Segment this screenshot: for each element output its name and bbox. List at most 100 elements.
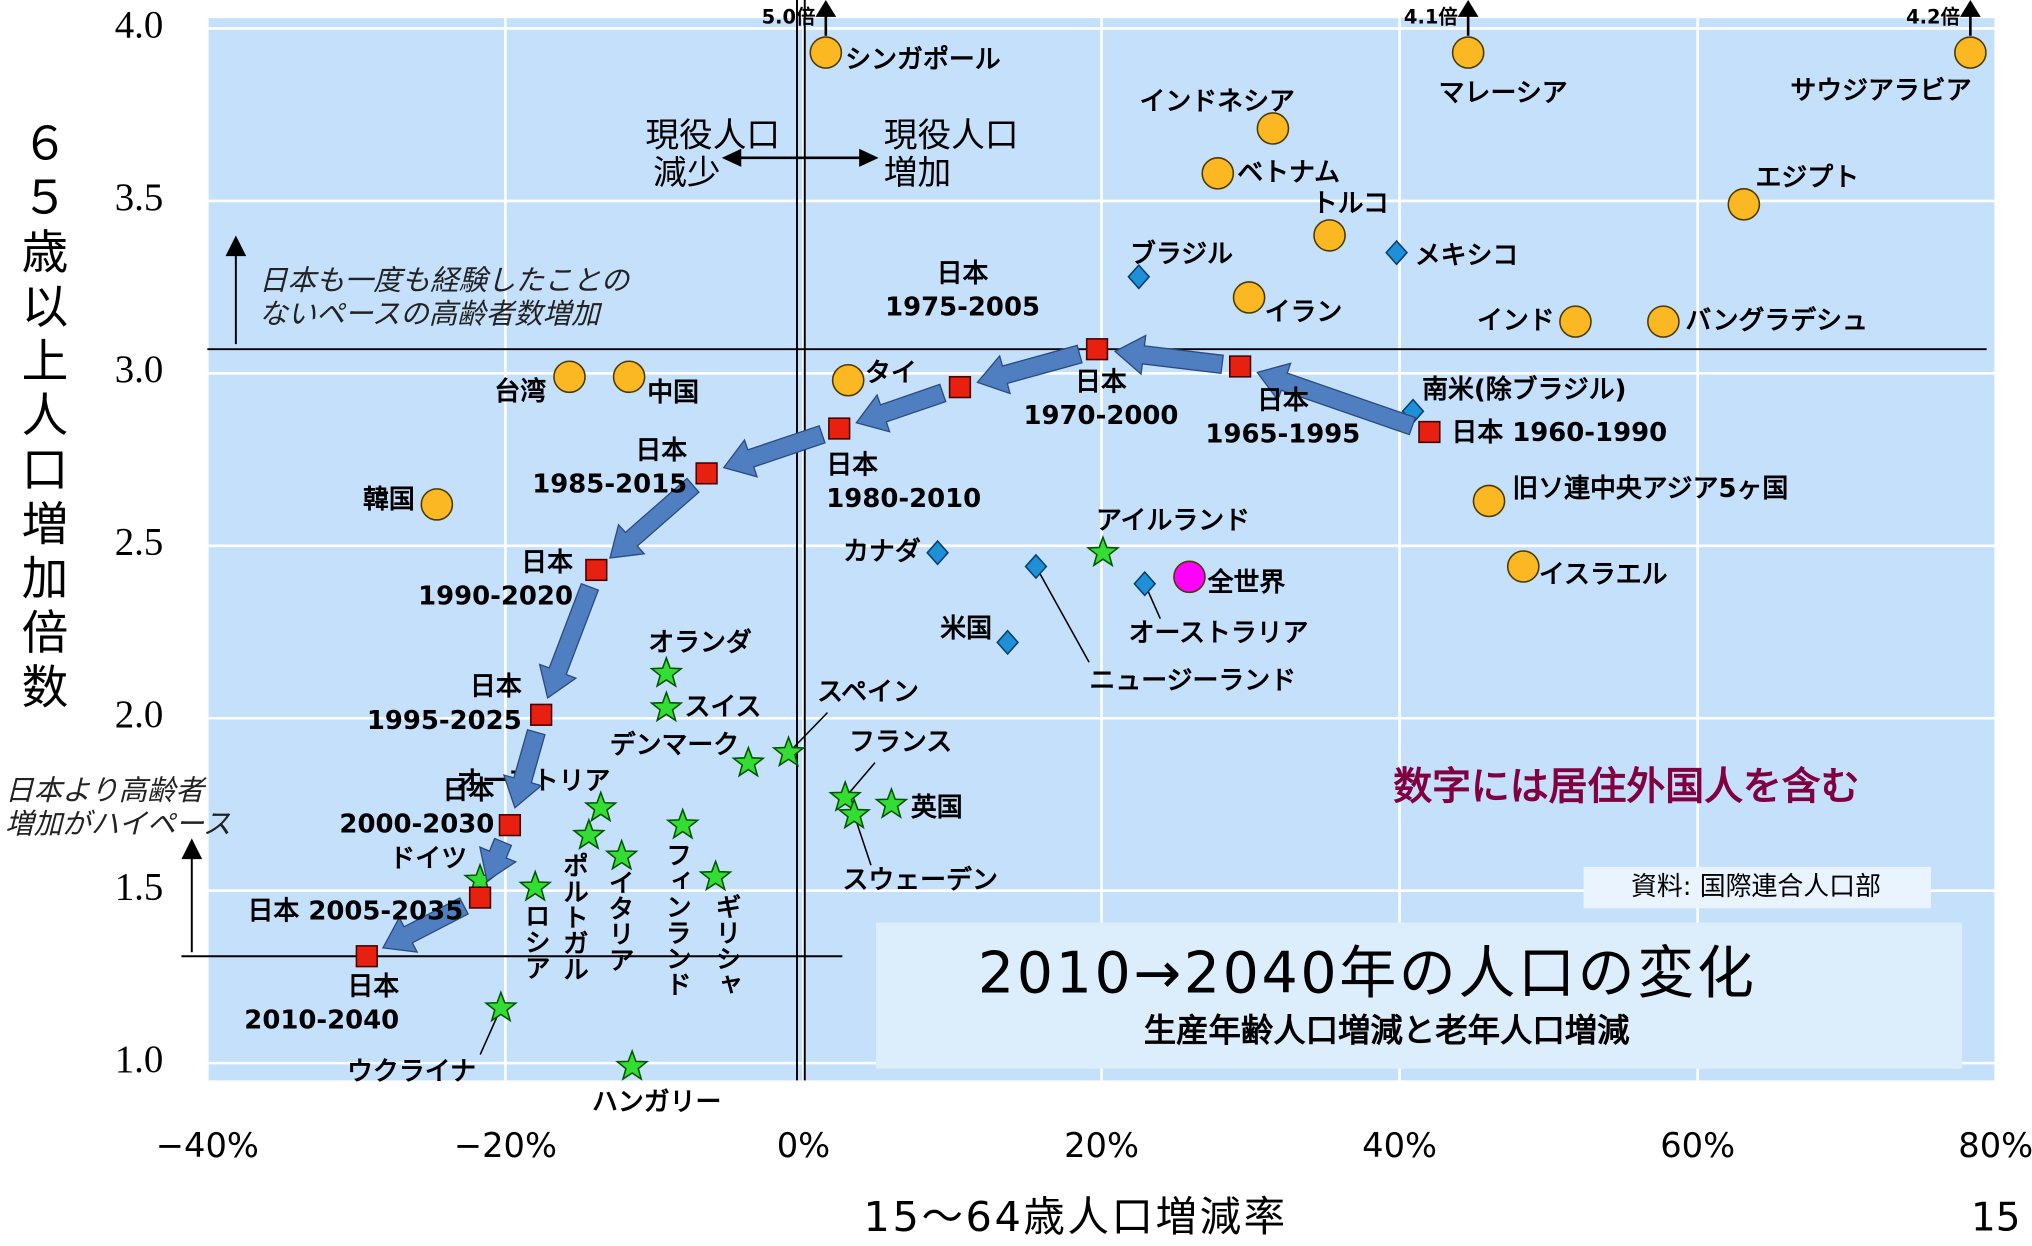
point-label: 1975-2005 [885,293,1040,323]
point-label: 日本 [347,972,399,1002]
page-number: 15 [1971,1196,2020,1241]
point-label: シンガポール [845,44,1000,75]
annotation: 現役人口 [645,116,780,155]
point [698,859,733,892]
point-label: オーストラリア [1129,619,1309,649]
off-scale-arrow-head [1457,0,1479,17]
point-label: サウジアラビア [1790,76,1971,106]
source: 資料: 国際連合人口部 [1631,872,1881,902]
trend-arrow [1256,362,1417,436]
point-label: 1985-2015 [532,470,687,500]
point [1232,281,1266,314]
point [1418,420,1441,444]
point [420,488,454,521]
y-tick-label: 1.5 [115,866,164,909]
arrow-head [859,148,879,167]
point-label: スウェーデン [842,864,997,895]
x-axis-label: 15～64歳人口増減率 [864,1193,1288,1241]
point [1954,36,1987,69]
point [1559,305,1592,338]
point-label: 全世界 [1207,567,1286,598]
point-label: インド [1477,306,1555,336]
arrow-head [225,235,247,257]
point [1201,157,1235,190]
annotation: 増加 [884,153,951,192]
point-label: 1970-2000 [1023,401,1178,431]
point-label: 2000-2030 [339,810,494,840]
point [695,462,718,485]
point-label: 1965-1995 [1205,420,1360,450]
point-label: デンマーク [610,730,739,761]
arrow-head [721,148,742,167]
y-tick-label: 4.0 [115,3,164,46]
point [1228,355,1252,378]
point [583,790,618,823]
x-tick-label: 20% [1064,1126,1139,1165]
point-label: バングラデシュ [1685,305,1868,336]
point-label: 英国 [911,793,963,823]
point-label: ポルトガル [558,852,588,982]
off-scale-label: 5.0倍 [762,6,816,29]
point-label: 日本 [635,436,687,466]
point-label: 南米(除ブラジル) [1422,374,1626,405]
point-label: フランス [849,728,952,758]
trend-arrow [502,728,546,809]
point-label: イタリア [604,869,634,972]
point-label: 台湾 [494,376,546,407]
point-label: 日本 [937,259,989,289]
point-label: アイルランド [1096,506,1250,536]
x-tick-label: −40% [156,1126,259,1165]
point [1451,36,1485,69]
point-label: ベトナム [1237,158,1340,188]
y-tick-label: 1.0 [115,1038,164,1081]
point [828,417,851,440]
point-label: 旧ソ連中央アジア5ヶ国 [1512,474,1788,504]
point [831,363,865,397]
point-label: ロシア [520,903,550,981]
point [468,886,492,909]
y-tick-label: 2.0 [115,693,164,736]
trend-arrow [855,383,947,433]
point-label: 1990-2020 [418,582,573,612]
off-scale-label: 4.2倍 [1906,6,1960,29]
point-label: 1980-2010 [826,484,981,514]
point [1133,570,1157,597]
trend-arrow [538,582,600,699]
point [1506,550,1540,583]
point-label: 日本 [826,451,878,481]
point [665,807,700,840]
annotation: ないペースの高齢者数増加 [259,298,603,331]
trend-arrow [478,837,518,882]
point [1385,239,1409,266]
point-label: 米国 [940,614,992,644]
point [1313,219,1346,252]
point [585,558,608,582]
x-tick-label: −20% [454,1126,557,1165]
point [1256,112,1290,145]
point-label: 1995-2025 [367,706,522,736]
y-tick-label: 3.5 [115,176,164,219]
annotation: 現役人口 [884,116,1019,155]
point-label: 日本 [1257,386,1309,416]
x-tick-label: 0% [777,1126,830,1165]
point [1472,484,1506,518]
point-label: 韓国 [363,485,415,515]
point [771,734,806,768]
title-box [876,922,1963,1069]
trend-arrow [381,897,469,953]
x-tick-label: 40% [1362,1126,1437,1165]
point-label: ニュージーランド [1089,666,1296,696]
chart-title: 2010→2040年の人口の変化 [978,941,1757,1007]
point [1647,305,1680,338]
point [553,360,586,394]
point-label: ブラジル [1130,238,1233,269]
y-axis-label: ６５歳以上人口増加倍数 [14,119,68,717]
point-label: メキシコ [1415,241,1519,271]
y-tick-label: 2.5 [115,521,164,564]
point [604,838,639,871]
source-box [1583,866,1931,909]
annotation: 日本も一度も経験したことの [259,264,631,297]
trend-arrow [609,477,700,559]
point [1127,263,1151,290]
